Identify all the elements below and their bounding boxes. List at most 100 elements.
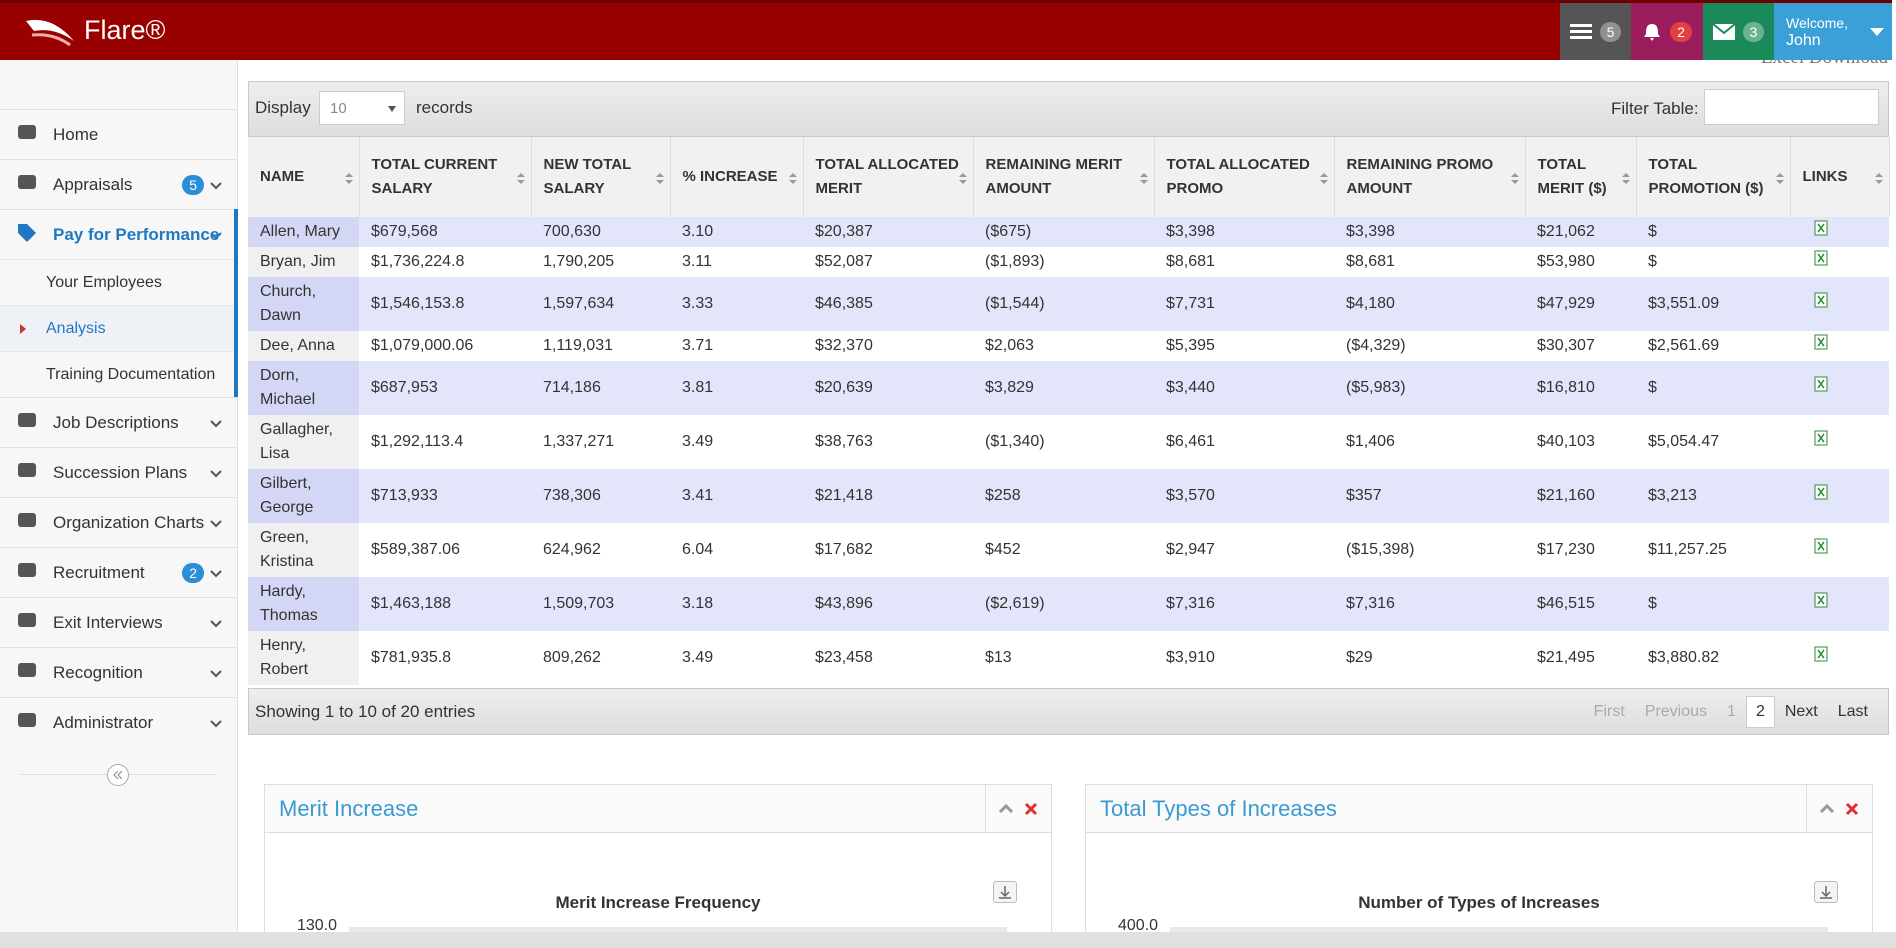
badge: 3 <box>1742 21 1765 42</box>
table-cell: $43,896 <box>803 577 973 631</box>
table-cell: 1,337,271 <box>543 433 615 450</box>
nav-item[interactable]: Exit Interviews <box>0 597 238 647</box>
column-header[interactable]: TOTAL ALLOCATED PROMO <box>1154 137 1335 217</box>
current-marker <box>20 324 31 334</box>
nav-item[interactable]: Home <box>0 109 238 159</box>
table-cell: $3,880.82 <box>1648 649 1720 666</box>
column-header[interactable]: TOTAL CURRENT SALARY <box>359 137 532 217</box>
column-header[interactable]: TOTAL PROMOTION ($) <box>1636 137 1791 217</box>
nav-item[interactable]: Appraisals 5 <box>0 159 238 209</box>
nav-label: Home <box>53 124 99 144</box>
table-cell: $1,463,188 <box>359 577 531 631</box>
column-header[interactable]: % INCREASE <box>670 137 804 217</box>
excel-link[interactable] <box>1814 334 1828 358</box>
nav-item[interactable]: Recruitment 2 <box>0 547 238 597</box>
table-cell: $53,980 <box>1537 253 1595 270</box>
column-header[interactable]: TOTAL MERIT ($) <box>1525 137 1637 217</box>
table-cell: Henry, Robert <box>248 631 359 685</box>
filter-input[interactable] <box>1704 89 1879 125</box>
download-button[interactable] <box>993 881 1017 903</box>
panel-title: Merit Increase <box>279 796 419 821</box>
messages-button[interactable]: 3 <box>1703 3 1774 60</box>
sidebar: Home Appraisals 5 Pay for Performance Your E… <box>0 60 238 948</box>
table-cell: $452 <box>985 541 1021 558</box>
chart-title: Number of Types of Increases <box>1358 893 1600 912</box>
excel-link[interactable] <box>1814 646 1828 670</box>
caret <box>388 106 396 112</box>
table-cell: $ <box>1648 253 1657 270</box>
table-cell: $21,062 <box>1525 217 1636 247</box>
table-row: Dorn, Michael $687,953 714,186 3.81 $20,639 $… <box>248 361 1889 415</box>
alerts-button[interactable]: 2 <box>1631 3 1703 60</box>
table-body: Allen, Mary $679,568 700,630 3.10 $20,387 ($6… <box>248 217 1889 685</box>
column-header[interactable]: REMAINING PROMO AMOUNT <box>1334 137 1526 217</box>
excel-link[interactable] <box>1814 430 1828 454</box>
nav-item[interactable]: Recognition <box>0 647 238 697</box>
excel-icon <box>1814 484 1828 500</box>
table-area: Display 10 records Filter Table: NAME TOT… <box>248 81 1890 735</box>
chart-title: Merit Increase Frequency <box>555 893 761 912</box>
download-button[interactable] <box>1814 881 1838 903</box>
column-header[interactable]: REMAINING MERIT AMOUNT <box>973 137 1155 217</box>
nav-subitem[interactable]: Training Documentation <box>0 351 238 397</box>
page-button[interactable]: Next <box>1784 703 1818 720</box>
nav-subitem[interactable]: Analysis <box>0 305 238 351</box>
length-select[interactable]: 10 <box>319 91 405 125</box>
table-cell: $17,682 <box>815 541 873 558</box>
chevron <box>210 513 222 533</box>
chevron <box>210 413 222 433</box>
table-cell: $6,461 <box>1166 433 1215 450</box>
user-menu[interactable]: Welcome, John <box>1774 3 1892 60</box>
horizontal-scrollbar[interactable] <box>0 932 1896 948</box>
table-cell: Dorn, Michael <box>248 361 359 415</box>
excel-link[interactable] <box>1814 376 1828 400</box>
icon <box>16 222 38 247</box>
table-cell: $20,639 <box>803 361 973 415</box>
excel-link[interactable] <box>1814 484 1828 508</box>
excel-link[interactable] <box>1814 592 1828 616</box>
panel: Merit Increase Merit Increase Frequency 13… <box>264 784 1052 948</box>
column-header[interactable]: TOTAL ALLOCATED MERIT <box>803 137 974 217</box>
nav-item[interactable]: Administrator <box>0 697 238 747</box>
nav-item[interactable]: Organization Charts <box>0 497 238 547</box>
table-cell: $7,316 <box>1334 577 1525 631</box>
tasks-button[interactable]: 5 <box>1560 3 1631 60</box>
column-header[interactable]: LINKS <box>1790 137 1890 217</box>
excel-icon <box>1814 250 1828 266</box>
nav-item[interactable]: Pay for Performance <box>0 209 238 259</box>
excel-link[interactable] <box>1814 292 1828 316</box>
excel-icon <box>1814 376 1828 392</box>
chevron <box>210 175 222 195</box>
chevron-shape <box>210 181 222 189</box>
link-cell <box>1790 469 1889 523</box>
panel-control-icons[interactable] <box>1807 785 1873 832</box>
length-value: 10 <box>330 100 347 117</box>
page-button[interactable]: Last <box>1837 703 1868 720</box>
panel-control-icons[interactable] <box>986 785 1052 832</box>
nav-item[interactable]: Job Descriptions <box>0 397 238 447</box>
collapse-button[interactable] <box>107 764 129 786</box>
excel-icon <box>1814 430 1828 446</box>
table-cell: 1,119,031 <box>543 337 613 354</box>
excel-link[interactable] <box>1814 220 1828 244</box>
brand[interactable]: Flare® <box>84 15 166 45</box>
column-header[interactable]: NAME <box>248 137 360 217</box>
table-cell: 809,262 <box>543 649 601 666</box>
table-cell: $8,681 <box>1346 253 1395 270</box>
excel-link[interactable] <box>1814 250 1828 274</box>
panel-controls <box>1806 785 1872 832</box>
table-cell: $52,087 <box>815 253 873 270</box>
icon <box>16 122 38 147</box>
table-cell: $ <box>1636 217 1790 247</box>
icon <box>16 460 38 485</box>
excel-link[interactable] <box>1814 538 1828 562</box>
page-button[interactable]: 2 <box>1745 696 1775 728</box>
table-cell: Gallagher, Lisa <box>248 415 359 469</box>
table-cell: $17,230 <box>1537 541 1595 558</box>
chevron-shape <box>210 519 222 527</box>
column-header[interactable]: NEW TOTAL SALARY <box>531 137 671 217</box>
excel-icon <box>1814 334 1828 350</box>
nav-subitem[interactable]: Your Employees <box>0 259 238 305</box>
nav-item[interactable]: Succession Plans <box>0 447 238 497</box>
icon-shape <box>18 413 36 427</box>
